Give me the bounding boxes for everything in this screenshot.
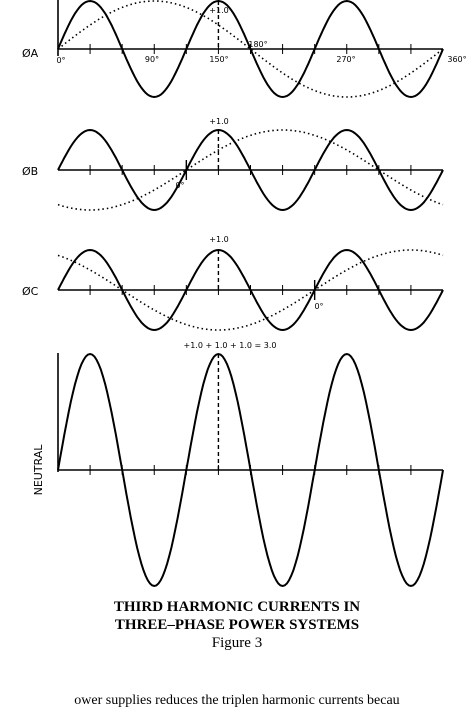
fundamental-wave bbox=[57, 129, 444, 211]
sum-label: +1.0 + 1.0 + 1.0 = 3.0 bbox=[184, 341, 277, 350]
neutral-label: NEUTRAL bbox=[32, 444, 45, 496]
phase-label: ØA bbox=[22, 47, 39, 60]
peak-label: +1.0 bbox=[209, 235, 228, 244]
caption-title: THREE–PHASE POWER SYSTEMS bbox=[115, 617, 359, 633]
angle-label: 180° bbox=[248, 40, 267, 49]
angle-label: 0° bbox=[56, 56, 65, 65]
caption-title: THIRD HARMONIC CURRENTS IN bbox=[114, 599, 360, 615]
peak-label: +1.0 bbox=[209, 117, 228, 126]
harmonic-wave bbox=[57, 352, 444, 588]
harmonic-wave bbox=[57, 128, 444, 212]
angle-label: 360° bbox=[447, 55, 466, 64]
angle-label: 150° bbox=[209, 55, 228, 64]
angle-label: 90° bbox=[145, 55, 159, 64]
caption-figure: Figure 3 bbox=[212, 635, 262, 651]
angle-label: 270° bbox=[336, 55, 355, 64]
phase-label: ØB bbox=[22, 165, 38, 178]
angle-label: 0° bbox=[314, 302, 323, 311]
fundamental-wave bbox=[57, 0, 444, 98]
angle-label: 0° bbox=[175, 181, 184, 190]
phase-label: ØC bbox=[22, 285, 39, 298]
peak-label: +1.0 bbox=[209, 6, 228, 15]
fundamental-wave bbox=[57, 249, 444, 331]
harmonic-wave bbox=[57, 0, 444, 99]
body-text: ower supplies reduces the triplen harmon… bbox=[74, 693, 399, 708]
